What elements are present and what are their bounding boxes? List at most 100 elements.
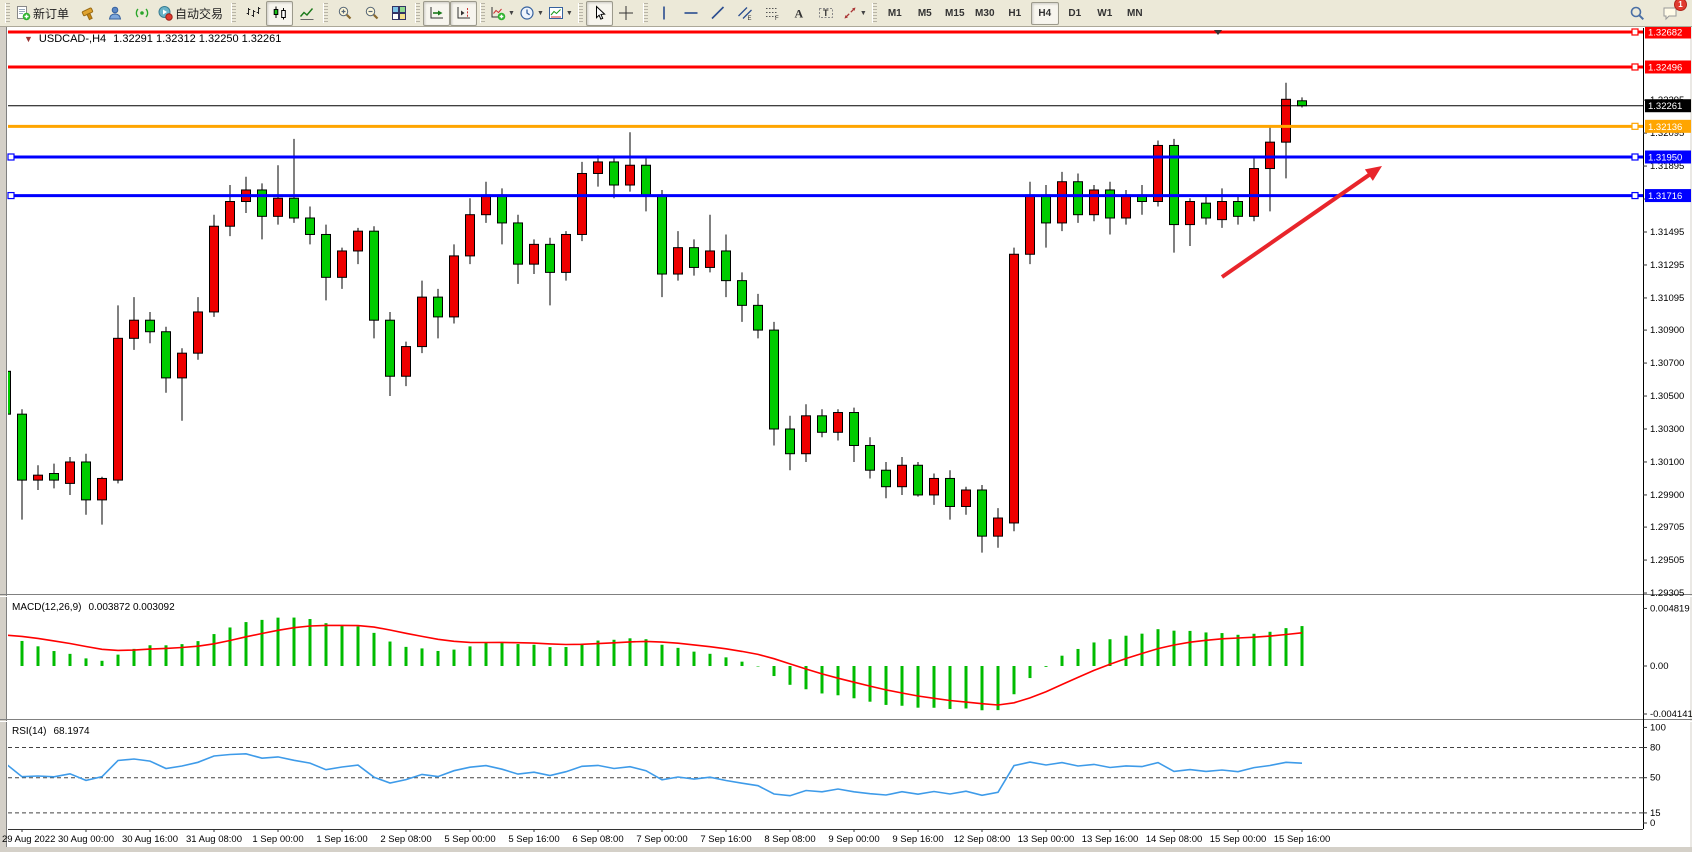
tile-windows-button[interactable] <box>385 1 412 26</box>
styler-icon <box>81 7 93 21</box>
candle-body-bull <box>209 225 219 313</box>
timeframe-button-w1[interactable]: W1 <box>1097 7 1113 19</box>
candles <box>8 82 1307 553</box>
candle-body-bull <box>1281 98 1291 143</box>
bar-chart-button[interactable] <box>239 1 266 26</box>
text-label-button[interactable]: T <box>813 1 840 26</box>
hline-handle[interactable] <box>1631 28 1639 36</box>
vline-button[interactable] <box>651 1 678 26</box>
hline-handle[interactable] <box>1631 122 1639 130</box>
candle-body-bull <box>897 464 907 488</box>
chevron-down-icon[interactable]: ▼ <box>859 9 867 17</box>
hline-price-label: 1.31950 <box>1648 152 1682 163</box>
trend-arrow-head[interactable] <box>1364 166 1382 181</box>
new-order-button[interactable]: 新订单 <box>13 1 74 26</box>
chart-shift-marker[interactable] <box>1214 30 1222 35</box>
svg-text:T: T <box>823 8 829 18</box>
timeframe-button-d1[interactable]: D1 <box>1068 7 1082 19</box>
auto-scroll-button[interactable] <box>423 0 451 26</box>
candle-body-bear <box>785 428 795 455</box>
time-axis-label: 1 Sep 00:00 <box>252 834 303 845</box>
chevron-down-icon[interactable]: ▼ <box>565 9 573 17</box>
search-button[interactable] <box>1623 1 1650 26</box>
zoom-out-button[interactable] <box>358 1 385 26</box>
candle-body-bear <box>145 319 155 333</box>
price-tick-label: 1.30300 <box>1650 424 1684 435</box>
trend-arrow-line[interactable] <box>1220 170 1375 279</box>
channel-button[interactable]: E <box>732 1 759 26</box>
hline-price-label-box <box>1645 189 1691 203</box>
candle-body-bear <box>737 280 747 306</box>
chat-button[interactable]: 1 <box>1656 0 1687 26</box>
chart-shift-icon <box>457 7 470 19</box>
timeframe-button-m5[interactable]: M5 <box>917 7 932 19</box>
hline-handle[interactable] <box>7 191 15 200</box>
hline-handle[interactable] <box>1631 191 1639 200</box>
signals-button[interactable] <box>128 1 155 26</box>
rsi-tick-label: 80 <box>1650 743 1661 754</box>
timeframe-button-h4[interactable]: H4 <box>1030 1 1059 25</box>
timeframe-button-m1[interactable]: M1 <box>887 7 902 19</box>
autotrade-icon <box>158 6 173 21</box>
timeframe-button-h1[interactable]: H1 <box>1008 7 1022 19</box>
candle-body-bear <box>321 233 331 278</box>
candle-body-bull <box>1057 181 1067 224</box>
candle-chart-button[interactable] <box>266 0 294 26</box>
chevron-down-icon[interactable]: ▼ <box>508 9 515 17</box>
candle-body-bull <box>561 233 571 273</box>
line-chart-icon <box>299 8 314 20</box>
profile-button[interactable] <box>101 1 128 26</box>
fibonacci-button[interactable]: F <box>759 1 786 26</box>
timeframe-button-m15[interactable]: M15 <box>945 7 965 19</box>
zoom-in-button[interactable] <box>331 1 358 26</box>
rsi-line <box>8 752 1303 797</box>
candle-body-bear <box>977 489 987 537</box>
cursor-button[interactable] <box>585 0 613 26</box>
hline-button[interactable] <box>678 1 705 26</box>
price-tick-label: 1.31095 <box>1650 293 1684 304</box>
indicators-button[interactable]: ▼ <box>488 1 517 26</box>
candle-body-bear <box>305 217 315 235</box>
candle-body-bear <box>1233 201 1243 217</box>
time-axis-label: 13 Sep 00:00 <box>1018 834 1075 845</box>
candle-body-bear <box>513 222 523 265</box>
time-axis-label: 9 Sep 00:00 <box>828 834 879 845</box>
styler-button[interactable] <box>74 1 101 26</box>
hline-handle[interactable] <box>7 153 15 161</box>
line-chart-button[interactable] <box>293 1 320 26</box>
toolbar-group-separator <box>480 3 486 23</box>
candle-body-bull <box>577 172 587 235</box>
chevron-down-icon[interactable]: ▼ <box>536 9 544 17</box>
chart-shift-button[interactable] <box>450 0 478 26</box>
periods-button[interactable]: ▼ <box>517 1 546 26</box>
arrows-button[interactable]: ▼ <box>840 1 869 26</box>
timeframe-button-mn[interactable]: MN <box>1127 7 1143 19</box>
svg-text:F: F <box>775 16 779 21</box>
cursor-icon <box>596 5 607 20</box>
autotrade-button[interactable]: 自动交易 <box>155 1 228 26</box>
candle-body-bear <box>945 477 955 507</box>
text-icon: A <box>795 7 804 21</box>
candle-body-bull <box>1009 253 1019 524</box>
templates-icon <box>548 7 563 19</box>
candle-body-bull <box>705 250 715 268</box>
hline-price-label: 1.31716 <box>1648 191 1682 202</box>
text-button[interactable]: A <box>786 1 813 26</box>
auto-scroll-icon <box>430 7 443 19</box>
candle-body-bull <box>801 415 811 455</box>
timeframe-button-m30[interactable]: M30 <box>975 7 995 19</box>
hline-handle[interactable] <box>1631 63 1639 71</box>
price-tick-label: 1.30100 <box>1650 457 1684 468</box>
candle-body-bull <box>1185 201 1195 226</box>
hline-handle[interactable] <box>1631 153 1639 161</box>
svg-text:A: A <box>795 7 804 21</box>
crosshair-button[interactable] <box>613 1 640 26</box>
trendline-button[interactable] <box>705 1 732 26</box>
price-tick-label: 1.30900 <box>1650 325 1684 336</box>
candle-body-bull <box>225 201 235 227</box>
time-axis-label: 14 Sep 08:00 <box>1146 834 1203 845</box>
toolbar-group-separator <box>871 3 877 23</box>
candle-body-bull <box>673 247 683 275</box>
templates-button[interactable]: ▼ <box>546 1 575 26</box>
